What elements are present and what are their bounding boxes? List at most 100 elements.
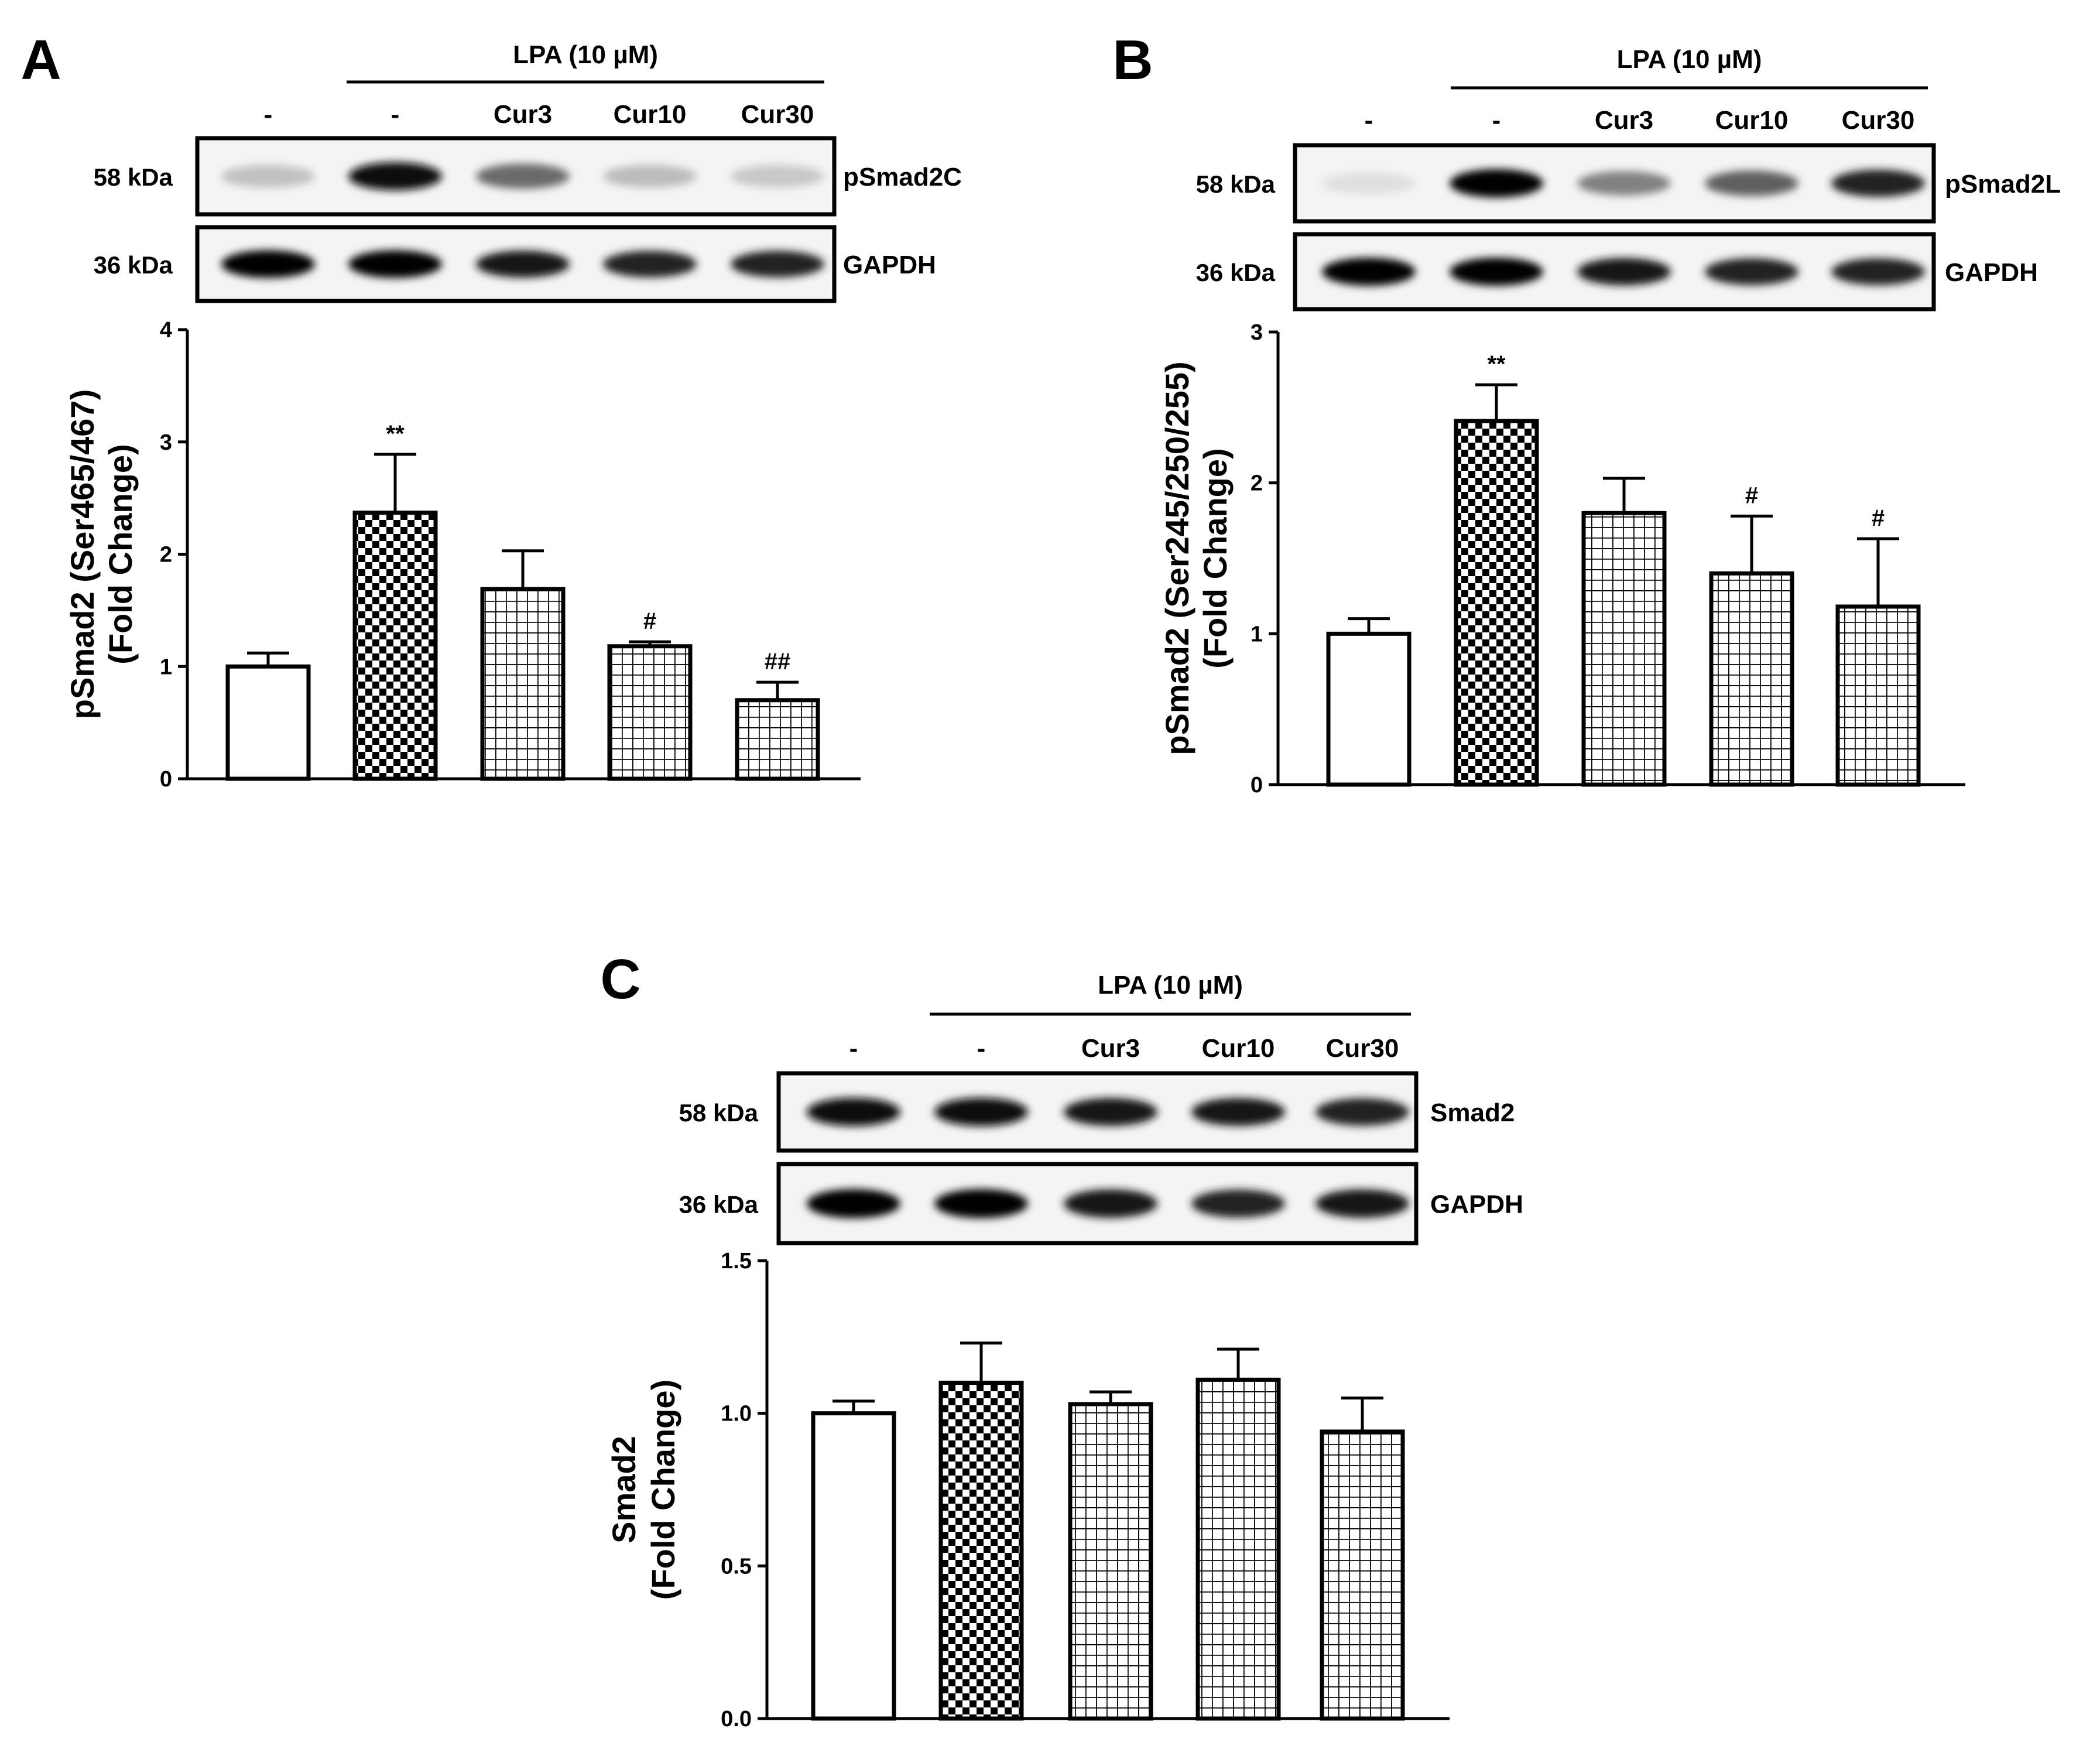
significance-marker: # — [643, 608, 656, 634]
blot-band — [934, 1189, 1028, 1219]
bar — [735, 698, 820, 781]
y-tick-label: 0 — [160, 767, 172, 792]
bar — [1068, 1402, 1153, 1721]
panel-a: A LPA (10 µM) - - Cur3 Cur10 Cur30 58 kDa pSmad2… — [20, 29, 962, 792]
significance-marker: ## — [765, 649, 791, 675]
blot-strip-smad2: 58 kDa Smad2 — [679, 1071, 1515, 1153]
blot-band — [1064, 1098, 1157, 1126]
blot-band — [348, 162, 442, 190]
blot-band — [807, 1189, 900, 1219]
y-tick-label: 2 — [1251, 471, 1263, 496]
significance-marker: # — [1872, 505, 1885, 531]
blot-strip-gapdh: 36 kDa GAPDH — [1196, 232, 2038, 312]
lane-label: Cur10 — [614, 100, 687, 129]
blot-band — [476, 250, 570, 278]
panel-b: B LPA (10 µM) - - Cur3 Cur10 Cur30 58 kDa pSmad2… — [1112, 29, 2061, 798]
bar — [938, 1381, 1024, 1721]
blot-protein-label: GAPDH — [1430, 1190, 1523, 1219]
y-axis-label: pSmad2 (Ser245/250/255) — [1159, 361, 1195, 755]
blot-kda-label: 36 kDa — [94, 251, 173, 279]
bar — [607, 644, 693, 781]
significance-marker: # — [1745, 482, 1758, 508]
y-tick-label: 4 — [160, 318, 172, 343]
blot-protein-label: GAPDH — [1945, 258, 2038, 287]
bar — [225, 664, 311, 781]
blot-strip-psmad2c: 58 kDa pSmad2C — [94, 136, 962, 217]
blot-band — [1316, 1189, 1409, 1218]
blot-band — [1322, 172, 1416, 194]
y-tick-label: 1.0 — [721, 1402, 752, 1426]
bar — [1454, 419, 1539, 787]
treatment-label: LPA (10 µM) — [1617, 45, 1762, 74]
lane-label: Cur10 — [1715, 106, 1789, 135]
blot-band — [1191, 1098, 1285, 1126]
y-tick-label: 0 — [1251, 773, 1263, 798]
blot-kda-label: 58 kDa — [1196, 170, 1276, 198]
blot-kda-label: 36 kDa — [679, 1191, 759, 1219]
y-tick-label: 1 — [160, 655, 172, 679]
treatment-label: LPA (10 µM) — [513, 40, 658, 69]
lane-label: Cur30 — [741, 100, 814, 129]
bar — [352, 511, 438, 781]
bar — [1709, 571, 1794, 787]
blot-band — [221, 165, 315, 188]
blot-band — [1191, 1189, 1285, 1218]
y-tick-label: 1 — [1251, 622, 1263, 646]
lane-label: Cur30 — [1842, 106, 1915, 135]
significance-marker: ** — [386, 421, 405, 447]
bar — [480, 587, 566, 781]
blot-band — [603, 165, 697, 188]
bar — [1581, 511, 1667, 787]
y-tick-label: 2 — [160, 543, 172, 567]
lane-label: Cur3 — [1595, 106, 1653, 135]
lane-label: - — [849, 1034, 858, 1063]
blot-band — [1705, 258, 1798, 286]
significance-marker: ** — [1487, 351, 1506, 377]
blot-band — [476, 163, 570, 189]
blot-protein-label: pSmad2L — [1945, 170, 2061, 198]
blot-kda-label: 58 kDa — [94, 163, 173, 191]
blot-band — [1450, 258, 1543, 286]
panel-letter: A — [20, 29, 61, 91]
y-axis-label: (Fold Change) — [645, 1380, 681, 1600]
y-tick-label: 3 — [160, 430, 172, 455]
blot-band — [1322, 258, 1416, 286]
bar-chart: ** # #0 1 2 3 pSmad2 (Ser245/250/255) (Fold Cha… — [1159, 320, 1965, 798]
y-axis-label: Smad2 — [605, 1436, 642, 1543]
blot-kda-label: 36 kDa — [1196, 259, 1276, 286]
bar — [1195, 1377, 1281, 1721]
blot-kda-label: 58 kDa — [679, 1099, 759, 1127]
y-axis-label: (Fold Change) — [102, 444, 139, 664]
blot-band — [934, 1097, 1028, 1127]
y-tick-label: 0.5 — [721, 1554, 752, 1579]
blot-strip-psmad2l: 58 kDa pSmad2L — [1196, 143, 2061, 224]
blot-protein-label: Smad2 — [1430, 1098, 1515, 1127]
blot-band — [1064, 1189, 1157, 1218]
treatment-label: LPA (10 µM) — [1098, 971, 1243, 1000]
lane-label: - — [391, 100, 400, 129]
blot-band — [1450, 169, 1543, 198]
lane-label: Cur3 — [1081, 1034, 1140, 1063]
blot-band — [1316, 1098, 1409, 1126]
bar-chart: 0.0 0.5 1.0 1.5 Smad2 (Fold Change) — [605, 1249, 1450, 1731]
blot-band — [731, 165, 824, 188]
y-axis-label: pSmad2 (Ser465/467) — [64, 389, 101, 719]
bar — [1326, 631, 1412, 787]
blot-band — [731, 251, 824, 278]
lane-label: - — [264, 100, 273, 129]
lane-label: Cur10 — [1202, 1034, 1275, 1063]
lane-label: - — [977, 1034, 986, 1063]
bar — [1835, 604, 1921, 787]
blot-band — [221, 250, 315, 278]
y-tick-label: 3 — [1251, 320, 1263, 345]
y-tick-label: 0.0 — [721, 1707, 752, 1731]
lane-label: Cur3 — [494, 100, 552, 129]
bar — [811, 1411, 896, 1721]
blot-band — [1705, 170, 1798, 196]
blot-protein-label: pSmad2C — [843, 163, 962, 191]
blot-band — [1831, 169, 1925, 197]
panel-letter: B — [1112, 29, 1153, 91]
y-axis-label: (Fold Change) — [1197, 448, 1234, 668]
